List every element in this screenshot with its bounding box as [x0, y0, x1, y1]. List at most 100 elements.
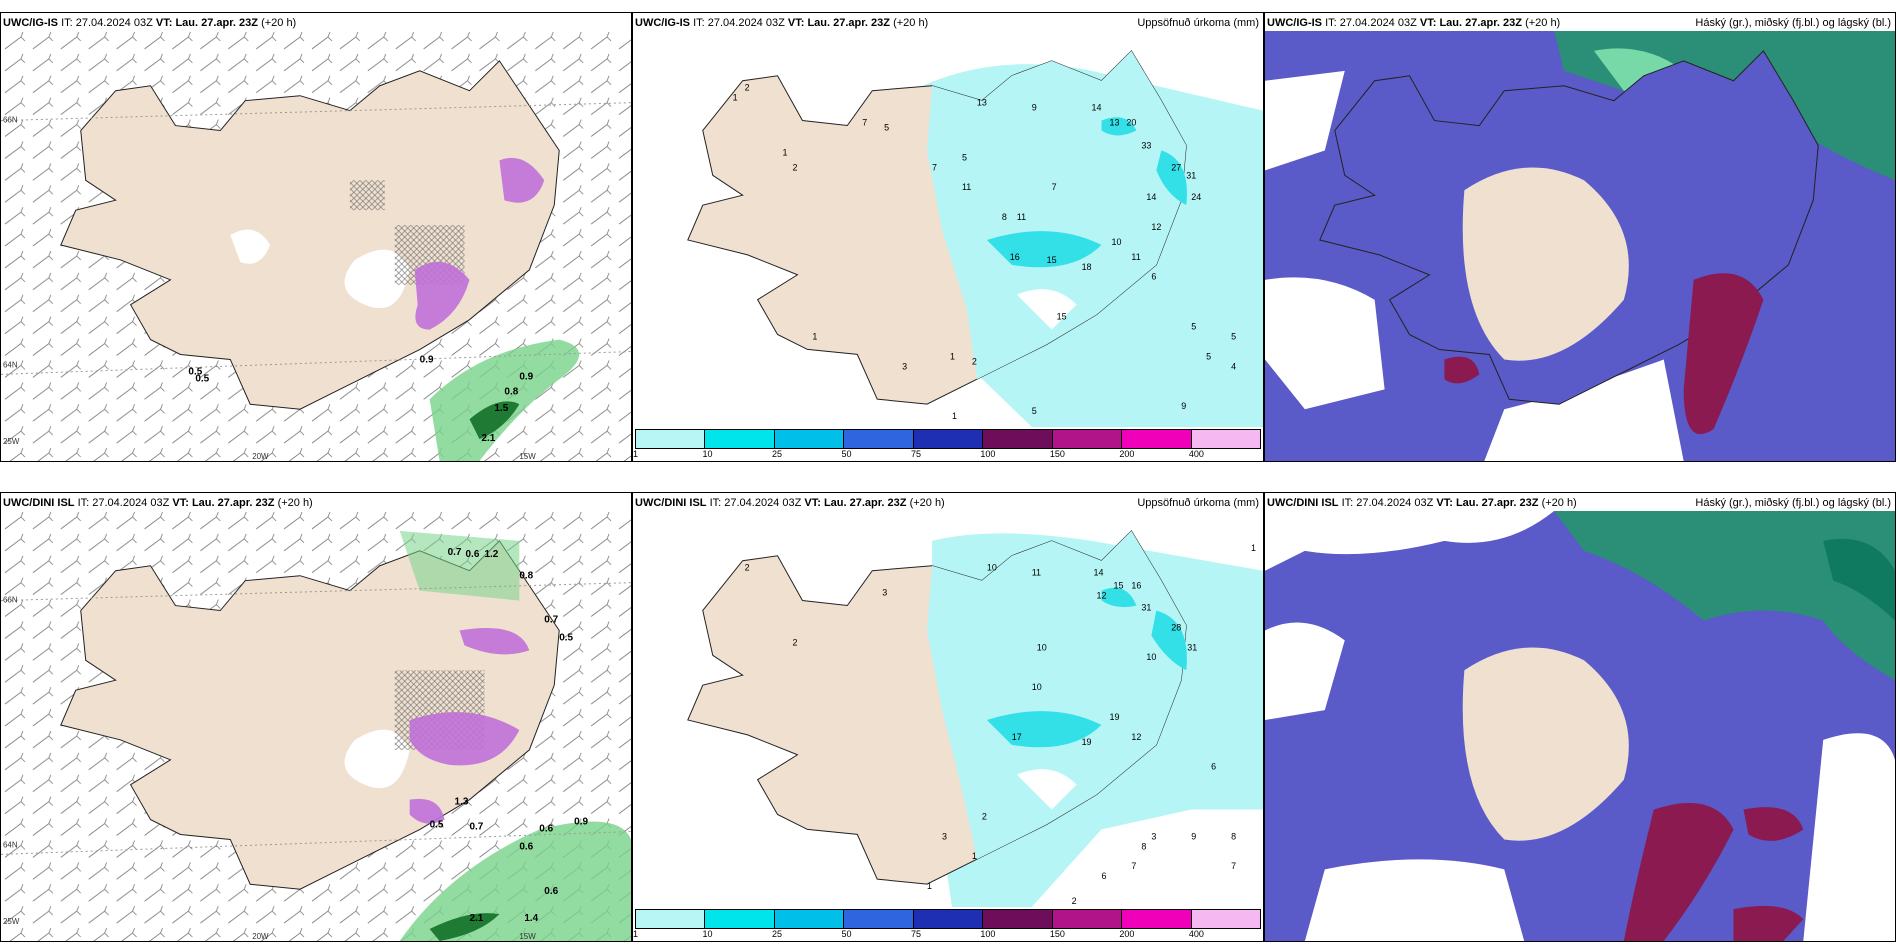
precip-value: 6	[1211, 762, 1216, 772]
precip-value: 14	[1094, 568, 1104, 578]
precip-value: 31	[1141, 603, 1151, 613]
rain-label: 0.5	[195, 373, 209, 384]
clear-area-s	[1484, 359, 1684, 461]
precip-value: 15	[1113, 581, 1123, 591]
land-visible	[1462, 647, 1629, 841]
colorbar-cell	[913, 910, 984, 928]
precip-value: 1	[783, 147, 788, 157]
snow-hatch-2	[349, 180, 385, 211]
panel-clouds-dini: UWC/DINI ISL IT: 27.04.2024 03Z VT: Lau.…	[1264, 492, 1896, 942]
low-cloud-3	[1733, 905, 1804, 941]
colorbar-tick: 10	[702, 929, 713, 939]
lon-label-20: 20W	[252, 452, 269, 461]
interior-white-2	[230, 229, 271, 264]
lat-label-66: 66N	[3, 596, 18, 605]
precip-value: 3	[942, 831, 947, 841]
colorbar-cell	[774, 430, 845, 448]
white-gap	[1016, 289, 1077, 330]
rain-label: 1.4	[524, 913, 538, 924]
precip-value: 12	[1097, 591, 1107, 601]
low-cloud	[1683, 273, 1764, 435]
precip-value: 31	[1187, 642, 1197, 652]
colorbar-cell	[1191, 910, 1260, 928]
precip-value: 20	[1126, 118, 1136, 128]
colorbar-cell	[1052, 430, 1123, 448]
precip-value: 1	[927, 881, 932, 891]
rain-label: 0.8	[519, 571, 533, 582]
lat-label-64: 64N	[3, 360, 18, 369]
panel-title: UWC/IG-IS IT: 27.04.2024 03Z VT: Lau. 27…	[635, 17, 929, 29]
lon-label-25: 25W	[3, 917, 20, 926]
precip-value: 27	[1171, 162, 1181, 172]
low-cloud-2	[1743, 807, 1804, 841]
precip-value: 4	[1231, 361, 1236, 371]
map-wind[interactable]: 66N 64N 20W 15W 25W 0.9 0.8 1.5 2.1 0.5 …	[1, 31, 631, 461]
colorbar-cell	[705, 910, 775, 928]
precip-value: 10	[987, 563, 997, 573]
colorbar-tick: 10	[702, 449, 713, 459]
interior-white	[344, 249, 410, 309]
rain-label: 0.7	[544, 614, 558, 625]
precip-value: 10	[1146, 652, 1156, 662]
map-precip[interactable]: 1 2 2 3 1 10 11 14 15 16 12 31 28 31 10 …	[633, 511, 1263, 907]
precip-value: 10	[1037, 642, 1047, 652]
panel-subtitle: Uppsöfnuð úrkoma (mm)	[1137, 497, 1259, 509]
high-cloud-edge	[1823, 538, 1895, 621]
colorbar-cell	[1122, 910, 1192, 928]
colorbar-cell	[636, 910, 706, 928]
panel-subtitle: Háský (gr.), miðský (fj.bl.) og lágský (…	[1695, 497, 1891, 509]
map-clouds[interactable]	[1265, 511, 1895, 941]
precip-over-land	[927, 530, 1187, 860]
lat-line-64	[1, 351, 631, 375]
colorbar-cell	[844, 430, 914, 448]
lon-label-25: 25W	[3, 437, 20, 446]
rain-label: 0.6	[539, 824, 553, 835]
precip-value: 1	[952, 411, 957, 421]
lat-line-66	[1, 102, 631, 122]
precip-value: 8	[1231, 831, 1236, 841]
precip-value: 9	[1181, 401, 1186, 411]
precip-value: 3	[902, 361, 907, 371]
rain-label: 0.6	[466, 549, 480, 560]
panel-subtitle: Uppsöfnuð úrkoma (mm)	[1137, 17, 1259, 29]
precip-value: 19	[1109, 712, 1119, 722]
clear-area-sw	[1265, 277, 1385, 410]
panel-wind-snow-dini: UWC/DINI ISL IT: 27.04.2024 03Z VT: Lau.…	[0, 492, 632, 942]
lon-label-20: 20W	[252, 932, 269, 941]
lon-label-15: 15W	[519, 452, 536, 461]
precip-value: 12	[1151, 222, 1161, 232]
colorbar-tick: 100	[980, 449, 996, 459]
lon-label-15: 15W	[519, 932, 536, 941]
precip-value: 1	[812, 331, 817, 341]
panel-precip-igis: UWC/IG-IS IT: 27.04.2024 03Z VT: Lau. 27…	[632, 12, 1264, 462]
precip-value: 11	[1032, 568, 1041, 578]
precip-value: 10	[1032, 682, 1042, 692]
precip-value: 28	[1171, 622, 1181, 632]
precip-mid-3	[1101, 117, 1137, 136]
rain-label: 0.7	[470, 822, 484, 833]
colorbar-tick: 50	[841, 929, 852, 939]
precip-value: 11	[962, 182, 971, 192]
panel-wind-snow-igis: UWC/IG-IS IT: 27.04.2024 03Z VT: Lau. 27…	[0, 12, 632, 462]
precip-value: 31	[1186, 170, 1196, 180]
map-clouds[interactable]	[1265, 31, 1895, 461]
colorbar	[635, 429, 1261, 449]
precip-value: 2	[792, 162, 797, 172]
precip-value: 2	[792, 637, 797, 647]
precip-value: 12	[1131, 732, 1141, 742]
map-precip[interactable]: 1 2 1 2 7 5 13 9 14 13 20 33 27 31 14 24…	[633, 31, 1263, 427]
map-wind[interactable]: 66N 64N 20W 15W 25W 0.7 0.6 1.2 0.8 0.7 …	[1, 511, 631, 941]
colorbar-tick: 150	[1049, 929, 1065, 939]
colorbar-tick: 25	[771, 449, 782, 459]
rain-label: 0.5	[559, 632, 573, 643]
colorbar-tick: 200	[1119, 449, 1135, 459]
precip-value: 17	[1012, 732, 1022, 742]
precip-value: 33	[1141, 140, 1151, 150]
colorbar-cell	[983, 430, 1053, 448]
snow-area-2	[459, 627, 530, 655]
rain-core	[469, 401, 520, 440]
colorbar-cell	[774, 910, 845, 928]
rain-label: 0.6	[544, 886, 558, 897]
precip-value: 16	[1131, 581, 1141, 591]
rain-core	[429, 913, 500, 941]
